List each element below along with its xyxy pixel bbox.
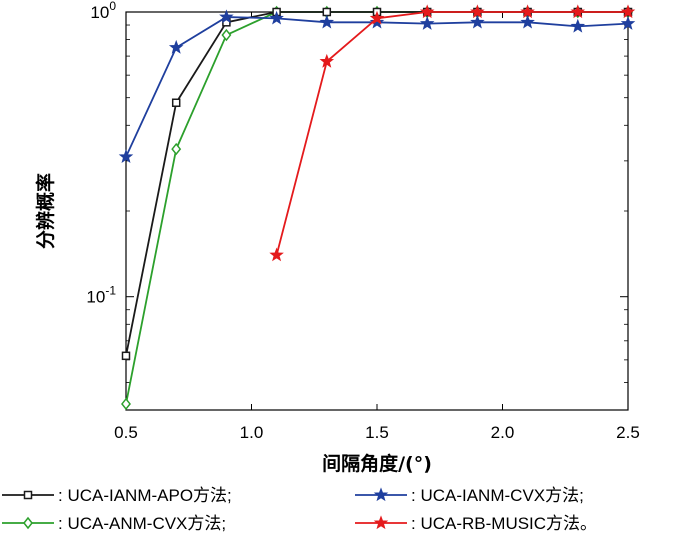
- data-point: [219, 9, 234, 24]
- data-point: [319, 14, 335, 29]
- data-point: [369, 14, 385, 29]
- x-tick-label: 2.5: [616, 423, 640, 442]
- legend-label: : UCA-ANM-CVX方法;: [58, 514, 226, 533]
- legend-label: : UCA-RB-MUSIC方法。: [411, 514, 597, 533]
- data-point: [269, 10, 284, 25]
- y-tick-label: 10-1: [86, 284, 116, 307]
- data-point: [570, 18, 586, 33]
- data-point: [470, 14, 485, 29]
- data-point: [520, 14, 535, 29]
- x-axis-label: 间隔角度/(°): [322, 452, 432, 475]
- data-point: [520, 4, 535, 19]
- data-point: [221, 28, 232, 42]
- data-point: [470, 4, 485, 19]
- data-point: [171, 142, 182, 156]
- data-point: [319, 53, 335, 68]
- legend-label: : UCA-IANM-CVX方法;: [411, 486, 584, 505]
- legend-item: : UCA-IANM-CVX方法;: [355, 486, 584, 505]
- legend-item: : UCA-ANM-CVX方法;: [2, 514, 226, 533]
- legend-item: : UCA-RB-MUSIC方法。: [355, 514, 597, 533]
- plot-area: [125, 11, 629, 411]
- data-point: [570, 4, 586, 19]
- data-point: [620, 4, 636, 19]
- legend-marker: [23, 490, 33, 500]
- x-tick-label: 1.5: [365, 423, 389, 442]
- series-1: [118, 9, 636, 163]
- data-point: [118, 149, 134, 163]
- data-point: [121, 397, 131, 411]
- legend-marker: [23, 516, 33, 530]
- series-line: [275, 11, 628, 256]
- data-point: [121, 351, 131, 361]
- y-tick-label: 100: [90, 0, 116, 22]
- legend-label: : UCA-IANM-APO方法;: [58, 486, 232, 505]
- legend: : UCA-IANM-APO方法; : UCA-IANM-CVX方法; : UCA-…: [2, 486, 597, 533]
- data-point: [419, 4, 435, 19]
- data-point: [269, 247, 284, 262]
- data-point: [168, 39, 184, 54]
- x-tick-label: 0.5: [114, 423, 138, 442]
- x-tick-label: 1.0: [240, 423, 264, 442]
- legend-marker: [373, 487, 389, 502]
- series-3: [269, 4, 636, 262]
- legend-marker: [373, 515, 389, 530]
- data-point: [171, 98, 181, 108]
- legend-item: : UCA-IANM-APO方法;: [2, 486, 232, 505]
- y-axis-label: 分辨概率: [34, 173, 57, 249]
- data-point: [419, 16, 435, 30]
- series-layer: [118, 4, 636, 411]
- axes: 0.5 1.0 1.5 2.0 2.5 10-1 100: [86, 0, 639, 442]
- data-point: [369, 10, 385, 25]
- data-point: [322, 7, 332, 17]
- x-tick-label: 2.0: [491, 423, 515, 442]
- data-point: [620, 16, 636, 30]
